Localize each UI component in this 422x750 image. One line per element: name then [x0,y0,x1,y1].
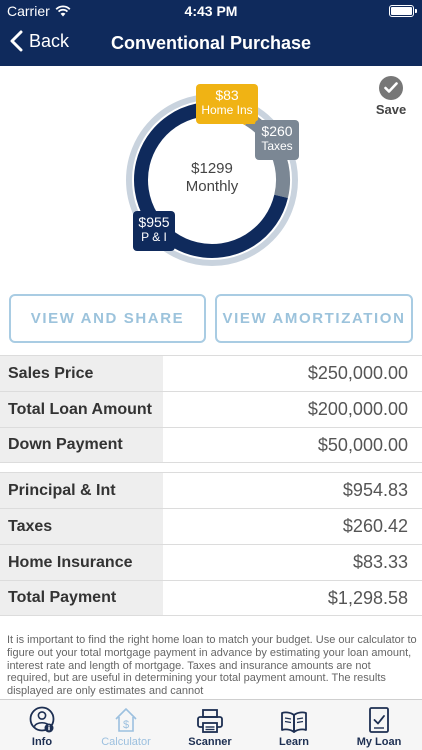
carrier-label: Carrier [7,3,50,19]
row-label: Principal & Int [0,473,163,508]
table-row: Down Payment $50,000.00 [0,427,422,463]
top-bar: Carrier 4:43 PM Back Conventional Purcha… [0,0,422,66]
tab-scanner-label: Scanner [188,736,232,748]
battery-icon [389,5,417,17]
disclaimer-text: It is important to find the right home l… [7,634,417,698]
row-label: Taxes [0,509,163,544]
checkmark-circle-icon [379,76,403,100]
row-value: $200,000.00 [307,399,408,419]
table-row: Principal & Int $954.83 [0,472,422,508]
tab-my-loan-label: My Loan [356,736,402,748]
table-row: Total Payment $1,298.58 [0,580,422,616]
back-button[interactable]: Back [10,30,69,52]
user-info-icon [29,706,55,733]
table-row: Taxes $260.42 [0,508,422,544]
table-row: Sales Price $250,000.00 [0,355,422,391]
chevron-left-icon [10,30,23,52]
tab-bar: Info $ Calculator Scanner [0,699,422,750]
taxes-amount: $260 [261,123,293,139]
principal-amount: $955 [138,214,170,230]
status-bar: Carrier 4:43 PM [0,0,422,22]
tab-info[interactable]: Info [0,700,84,750]
home-ins-label: Home Ins [201,103,253,117]
home-ins-bubble: $83 Home Ins [196,84,258,124]
row-value: $260.42 [342,516,408,536]
row-label: Total Payment [0,581,163,615]
tab-learn-label: Learn [279,736,309,748]
carrier-indicator: Carrier [7,3,71,19]
principal-label: P & I [141,230,167,244]
tab-my-loan[interactable]: My Loan [336,700,422,750]
save-button[interactable]: Save [373,76,409,117]
tab-calculator-label: Calculator [101,736,151,748]
donut-segment-p-i [134,102,290,258]
taxes-bubble: $260 Taxes [255,120,299,160]
tab-calculator[interactable]: $ Calculator [84,700,168,750]
monthly-total: $1299 Monthly [122,160,302,196]
tab-learn[interactable]: Learn [252,700,336,750]
payment-breakdown-table: Principal & Int $954.83 Taxes $260.42 Ho… [0,472,422,616]
row-label: Down Payment [0,428,163,462]
tab-scanner[interactable]: Scanner [168,700,252,750]
navigation-bar: Back Conventional Purchase [0,22,422,66]
row-label: Sales Price [0,356,163,391]
tab-info-label: Info [31,736,53,748]
principal-bubble: $955 P & I [133,211,175,251]
row-value: $50,000.00 [317,434,408,455]
row-value: $1,298.58 [327,587,408,608]
status-time: 4:43 PM [184,3,238,19]
row-label: Home Insurance [0,545,163,580]
table-row: Home Insurance $83.33 [0,544,422,580]
monthly-total-label: Monthly [185,178,239,195]
home-ins-amount: $83 [215,87,239,103]
back-label: Back [29,30,70,51]
row-value: $250,000.00 [307,363,408,383]
taxes-label: Taxes [261,139,293,153]
wifi-icon [55,5,71,17]
svg-text:$: $ [123,719,129,731]
table-row: Total Loan Amount $200,000.00 [0,391,422,427]
printer-scanner-icon [197,709,223,733]
save-label: Save [375,102,407,117]
open-book-icon [281,711,307,733]
row-value: $83.33 [352,552,408,572]
row-label: Total Loan Amount [0,392,163,427]
loan-checklist-icon [369,707,389,733]
view-amortization-button[interactable]: VIEW AMORTIZATION [215,294,413,343]
view-and-share-button[interactable]: VIEW AND SHARE [9,294,206,343]
loan-summary-table: Sales Price $250,000.00 Total Loan Amoun… [0,355,422,463]
monthly-total-amount: $1299 [191,160,233,177]
row-value: $954.83 [342,480,408,500]
calculator-house-icon: $ [115,708,137,732]
